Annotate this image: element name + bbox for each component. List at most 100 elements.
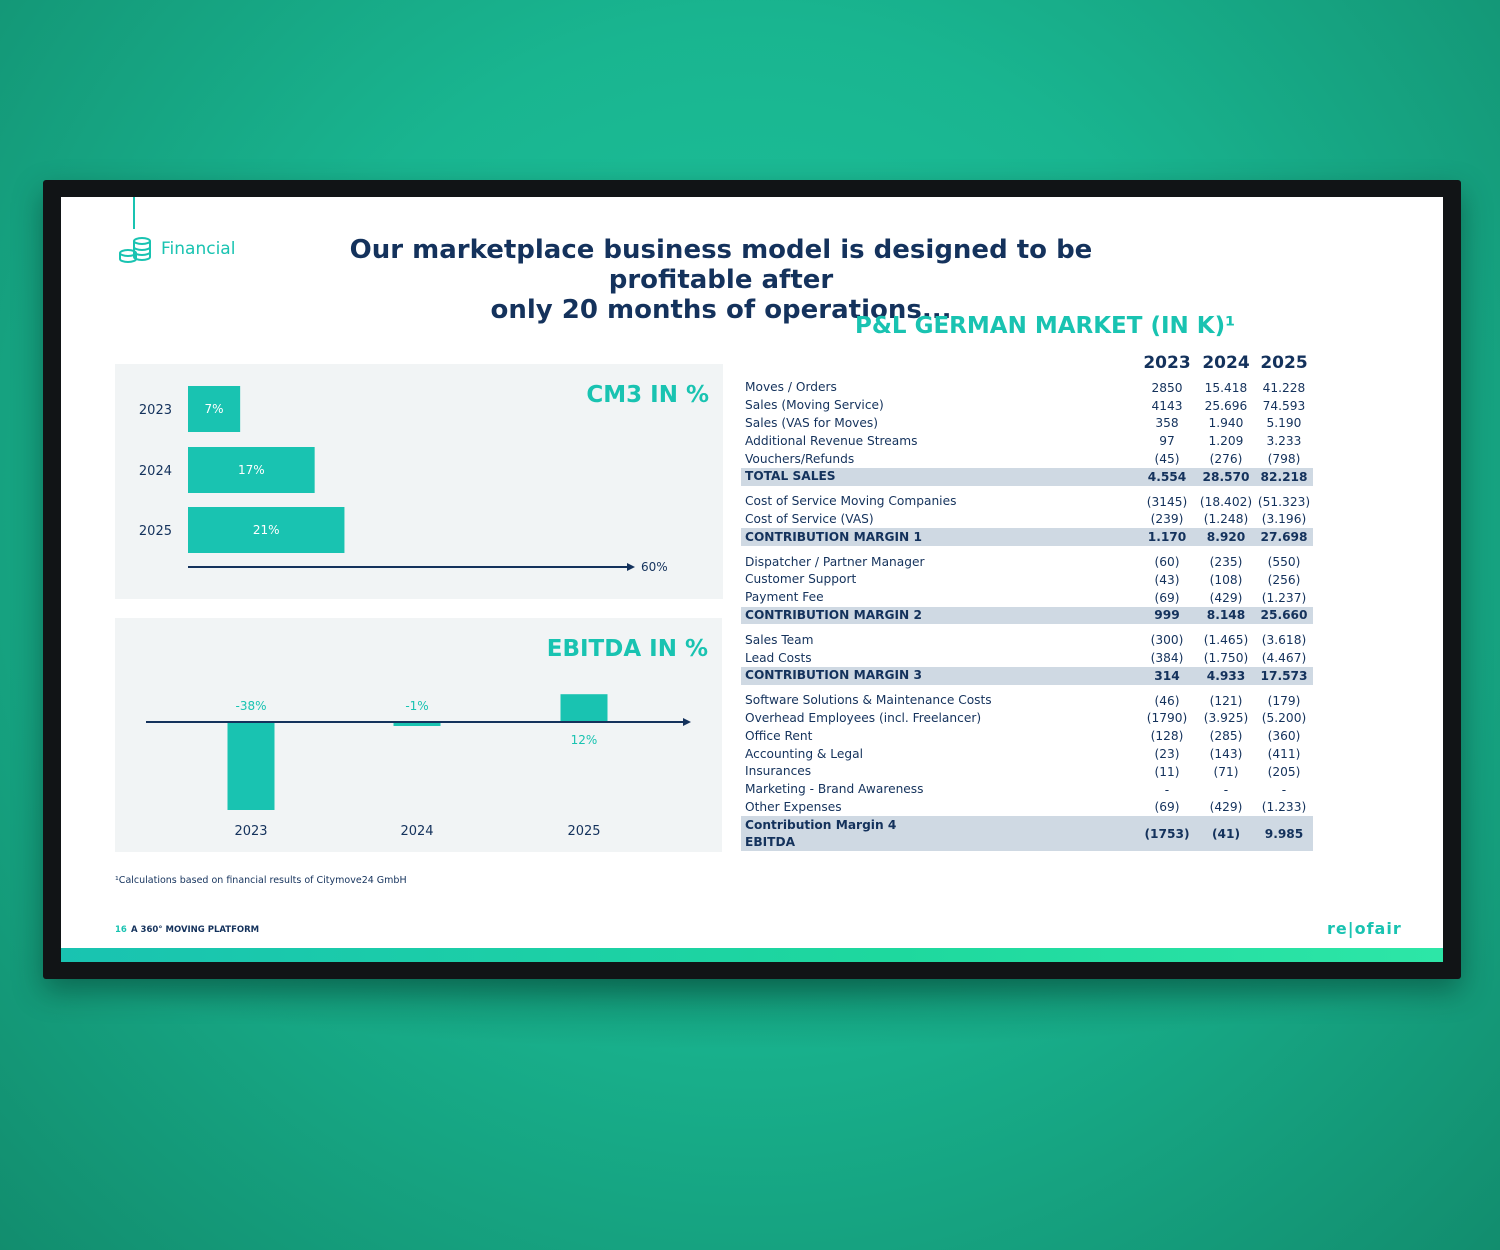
pl-row: Customer Support (43) (108) (256) — [741, 571, 1313, 589]
pl-value-2024: (3.925) — [1203, 711, 1249, 726]
headline: Our marketplace business model is design… — [281, 235, 1161, 325]
pl-value-2023: (69) — [1154, 590, 1180, 605]
pl-row: Software Solutions & Maintenance Costs (4… — [741, 692, 1313, 710]
pl-value-2023: (1790) — [1146, 711, 1188, 726]
pl-value-2025: 17.573 — [1260, 668, 1308, 683]
pl-value-2024: (71) — [1213, 764, 1239, 779]
pl-value-2023: (3145) — [1146, 494, 1188, 509]
pl-value-2023: 314 — [1154, 668, 1180, 683]
pl-row: Moves / Orders 2850 15.418 41.228 — [741, 379, 1313, 397]
page-number: 16 — [115, 925, 127, 935]
pl-value-2023: (300) — [1150, 633, 1184, 648]
cm3-bar-label-2023: 7% — [205, 402, 224, 416]
pl-value-2025: (3.618) — [1261, 633, 1307, 648]
cm3-category-2024: 2024 — [139, 464, 172, 479]
pl-row-label-text: Sales (VAS for Moves) — [745, 415, 878, 430]
pl-value-2025: (1.237) — [1261, 590, 1307, 605]
pl-row-label: Lead Costs — [745, 650, 812, 667]
pl-value-2023: - — [1164, 782, 1170, 797]
cm3-bar-chart: 7% 2023 17% 2024 21% 2025 60% — [139, 386, 668, 574]
ebitda-axis-arrow — [683, 718, 691, 726]
pl-value-2024: 25.696 — [1204, 398, 1248, 413]
pl-value-2024: (429) — [1209, 590, 1243, 605]
pl-row: Sales (VAS for Moves) 358 1.940 5.190 — [741, 415, 1313, 433]
pl-value-2025: 9.985 — [1264, 826, 1304, 841]
pl-value-2023: 999 — [1154, 608, 1180, 623]
pl-row: Office Rent (128) (285) (360) — [741, 727, 1313, 745]
pl-value-2025: 82.218 — [1260, 469, 1308, 484]
pl-row-label-text-2: EBITDA — [745, 834, 796, 849]
pl-row-label-text: Moves / Orders — [745, 380, 837, 395]
pl-row-label-text: Cost of Service Moving Companies — [745, 494, 957, 509]
pl-row-label-text: CONTRIBUTION MARGIN 1 — [745, 529, 922, 544]
pl-row: Other Expenses (69) (429) (1.233) — [741, 799, 1313, 817]
pl-value-2025: 27.698 — [1260, 530, 1308, 545]
cm3-chart-title: CM3 IN % — [586, 382, 709, 408]
pl-row-label: Customer Support — [745, 571, 856, 588]
pl-value-2024: 28.570 — [1202, 469, 1250, 484]
pl-value-2023: 4.554 — [1147, 469, 1187, 484]
pl-value-2024: 15.418 — [1204, 380, 1248, 395]
pl-row-label-text: Insurances — [745, 764, 812, 779]
coins-icon — [119, 237, 151, 263]
pl-value-2023: 358 — [1155, 416, 1179, 431]
pl-row-label: Dispatcher / Partner Manager — [745, 554, 924, 571]
pl-row-label: Sales (VAS for Moves) — [745, 415, 878, 432]
pl-value-2023: (46) — [1154, 693, 1180, 708]
pl-row-label: Sales Team — [745, 632, 814, 649]
pl-row-label-text: Contribution Margin 4 — [745, 817, 897, 832]
pl-row-label: Vouchers/Refunds — [745, 451, 854, 468]
pl-row-label: Software Solutions & Maintenance Costs — [745, 692, 992, 709]
footer-tagline: A 360° MOVING PLATFORM — [131, 925, 260, 935]
pl-value-2025: (411) — [1267, 747, 1301, 762]
pl-value-2025: 25.660 — [1260, 608, 1308, 623]
footnote: ¹Calculations based on financial results… — [115, 875, 407, 886]
top-tick-line — [133, 197, 135, 229]
pl-value-2025: (550) — [1267, 555, 1301, 570]
pl-row-label-text: Dispatcher / Partner Manager — [745, 554, 925, 569]
pl-value-2024: (18.402) — [1199, 494, 1253, 509]
pl-row: Dispatcher / Partner Manager (60) (235) (55… — [741, 553, 1313, 571]
pl-value-2025: (179) — [1267, 693, 1301, 708]
pl-value-2023: (69) — [1154, 800, 1180, 815]
pl-value-2024: (1.248) — [1203, 512, 1249, 527]
pl-total-row: CONTRIBUTION MARGIN 1 1.170 8.920 27.698 — [741, 528, 1313, 547]
pl-value-2025: (51.323) — [1257, 494, 1311, 509]
pl-row-label: Overhead Employees (incl. Freelancer) — [745, 710, 981, 727]
pl-row: Sales (Moving Service) 4143 25.696 74.593 — [741, 397, 1313, 415]
cm3-category-2025: 2025 — [139, 524, 172, 539]
ebitda-chart-title: EBITDA IN % — [546, 636, 708, 662]
pl-row-label: Additional Revenue Streams — [745, 433, 917, 450]
slide: Financial Our marketplace business model… — [61, 197, 1443, 962]
pl-value-2024: (41) — [1211, 826, 1241, 841]
pl-row-label-text: Marketing - Brand Awareness — [745, 782, 924, 797]
pl-row-label: Cost of Service Moving Companies — [745, 493, 956, 510]
pl-row-label: CONTRIBUTION MARGIN 2 — [745, 607, 922, 624]
pl-row: Marketing - Brand Awareness - - - — [741, 781, 1313, 799]
cm3-chart-panel: CM3 IN % 7% 2023 17% 2024 21% 2025 60% — [115, 364, 723, 599]
brand-logo: re|ofair — [1327, 919, 1402, 938]
pl-value-2023: (45) — [1154, 452, 1180, 467]
pl-value-2024: 1.209 — [1208, 434, 1244, 449]
pl-row: Insurances (11) (71) (205) — [741, 763, 1313, 781]
pl-value-2024: (276) — [1209, 452, 1243, 467]
pl-value-2023: (384) — [1150, 651, 1184, 666]
pl-row-label: Payment Fee — [745, 589, 824, 606]
pl-row-label: CONTRIBUTION MARGIN 3 — [745, 667, 922, 684]
pl-value-2025: (3.196) — [1261, 512, 1307, 527]
pl-value-2024: (143) — [1209, 747, 1243, 762]
pl-value-2025: (1.233) — [1261, 800, 1307, 815]
pl-table: Moves / Orders 2850 15.418 41.228 Sales (Mov… — [741, 379, 1313, 852]
pl-row-label-text: Office Rent — [745, 728, 813, 743]
pl-value-2024: 1.940 — [1208, 416, 1244, 431]
pl-row: Sales Team (300) (1.465) (3.618) — [741, 631, 1313, 649]
pl-value-2023: (60) — [1154, 555, 1180, 570]
pl-value-2024: (1.750) — [1203, 651, 1249, 666]
pl-value-2024: 8.148 — [1206, 608, 1246, 623]
cm3-bar-2023 — [188, 386, 241, 432]
cm3-bar-2025 — [188, 507, 345, 553]
pl-row-label: Moves / Orders — [745, 379, 837, 396]
cm3-axis-arrow — [627, 563, 635, 571]
headline-line-1: Our marketplace business model is design… — [349, 235, 1093, 295]
pl-value-2023: (23) — [1154, 747, 1180, 762]
